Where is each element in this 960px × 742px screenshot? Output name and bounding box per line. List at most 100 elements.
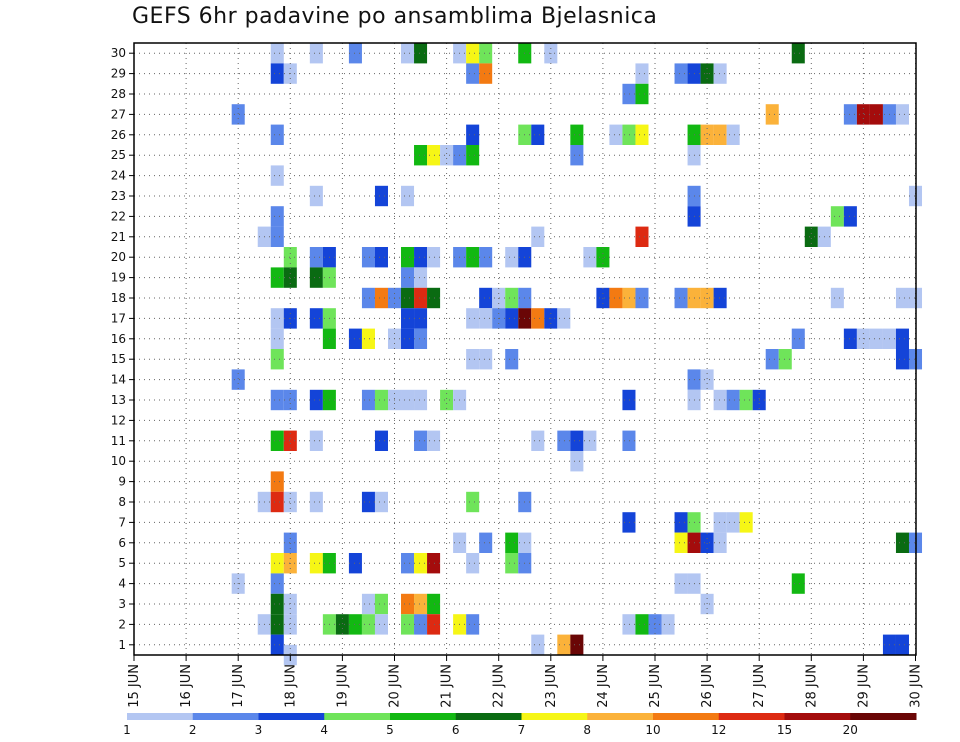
heatmap-cell: [596, 247, 610, 268]
heatmap-cell: [401, 308, 415, 329]
legend-label: 6: [452, 723, 460, 737]
heatmap-cell: [895, 287, 909, 309]
heatmap-cell: [674, 573, 688, 594]
legend-swatch: [784, 713, 851, 720]
heatmap-cell: [361, 614, 375, 635]
heatmap-cell: [609, 124, 623, 145]
heatmap-cell: [505, 532, 519, 553]
x-tick-label: 29 JUN: [856, 664, 871, 708]
heatmap-cell: [479, 532, 493, 553]
heatmap-cell: [401, 593, 415, 615]
y-tick-label: 2: [118, 617, 126, 631]
heatmap-cell: [479, 287, 493, 309]
heatmap-cell: [466, 349, 480, 370]
heatmap-cell: [830, 206, 844, 227]
heatmap-cell: [895, 532, 909, 553]
heatmap-cell: [466, 43, 480, 64]
heatmap-cell: [401, 328, 415, 349]
heatmap-cell: [401, 614, 415, 635]
y-tick-label: 16: [111, 332, 126, 346]
heatmap-cell: [231, 369, 245, 390]
heatmap-cell: [713, 389, 727, 411]
y-tick-label: 8: [118, 495, 126, 509]
heatmap-cell: [466, 491, 480, 513]
heatmap-cell: [622, 287, 636, 309]
legend-swatch: [653, 713, 720, 720]
heatmap-cell: [791, 573, 805, 594]
x-tick-label: 17 JUN: [231, 664, 246, 708]
heatmap-cell: [726, 124, 740, 145]
y-tick-label: 26: [111, 128, 126, 142]
legend-label: 8: [583, 723, 591, 737]
heatmap-cell: [283, 430, 297, 451]
y-tick-label: 28: [111, 87, 126, 101]
heatmap-cell: [557, 430, 571, 451]
heatmap-cell: [531, 124, 545, 145]
heatmap-cell: [414, 593, 428, 615]
legend-swatch: [587, 713, 654, 720]
y-tick-label: 14: [111, 373, 126, 387]
heatmap-cell: [270, 573, 284, 594]
heatmap-cell: [869, 328, 883, 349]
heatmap-cell: [361, 287, 375, 309]
heatmap-cell: [270, 491, 284, 513]
heatmap-cell: [713, 124, 727, 145]
legend-label: 5: [386, 723, 394, 737]
heatmap-cell: [635, 83, 649, 105]
y-tick-label: 18: [111, 291, 126, 305]
heatmap-cell: [401, 185, 415, 207]
heatmap-cell: [713, 532, 727, 553]
grid-layer: [133, 43, 916, 655]
x-tick-label: 20 JUN: [388, 664, 403, 708]
y-tick-label: 20: [111, 250, 126, 264]
cells-layer: [231, 43, 923, 666]
y-tick-label: 21: [111, 230, 126, 244]
heatmap-cell: [531, 634, 545, 655]
legend-label: 4: [320, 723, 328, 737]
heatmap-cell: [700, 369, 714, 390]
heatmap-cell: [270, 634, 284, 655]
heatmap-cell: [622, 614, 636, 635]
color-legend: 1 2 3 4 5 6 7 8 10 12 15 20: [123, 713, 917, 737]
legend-swatch: [455, 713, 522, 720]
heatmap-cell: [674, 287, 688, 309]
y-tick-label: 12: [111, 413, 126, 427]
heatmap-cell: [283, 491, 297, 513]
heatmap-cell: [661, 614, 675, 635]
heatmap-cell: [466, 145, 480, 166]
heatmap-cell: [570, 145, 584, 166]
plot-frame: [133, 42, 917, 656]
heatmap-cell: [674, 512, 688, 533]
heatmap-cell: [309, 308, 323, 329]
heatmap-cell: [361, 593, 375, 615]
heatmap-cell: [309, 491, 323, 513]
heatmap-cell: [895, 328, 909, 349]
x-tick-label: 28 JUN: [804, 664, 819, 708]
heatmap-cell: [778, 349, 792, 370]
heatmap-cell: [622, 124, 636, 145]
heatmap-cell: [401, 287, 415, 309]
heatmap-cell: [270, 63, 284, 84]
heatmap-cell: [309, 267, 323, 288]
heatmap-cell: [570, 430, 584, 451]
x-tick-label: 26 JUN: [700, 664, 715, 708]
heatmap-cell: [361, 247, 375, 268]
heatmap-cell: [466, 124, 480, 145]
x-tick-label: 18 JUN: [283, 664, 298, 708]
heatmap-cell: [309, 430, 323, 451]
legend-swatch: [258, 713, 325, 720]
heatmap-cell: [531, 430, 545, 451]
heatmap-cell: [401, 43, 415, 64]
legend-label: 1: [123, 723, 131, 737]
heatmap-cell: [466, 63, 480, 84]
heatmap-cell: [479, 308, 493, 329]
heatmap-cell: [414, 43, 428, 64]
y-tick-label: 10: [111, 454, 126, 468]
heatmap-cell: [804, 226, 818, 247]
y-tick-label: 6: [118, 536, 126, 550]
x-tick-label: 19 JUN: [335, 664, 350, 708]
heatmap-cell: [505, 308, 519, 329]
x-tick-label: 23 JUN: [544, 664, 559, 708]
y-tick-label: 5: [118, 556, 126, 570]
heatmap-cell: [427, 593, 441, 615]
